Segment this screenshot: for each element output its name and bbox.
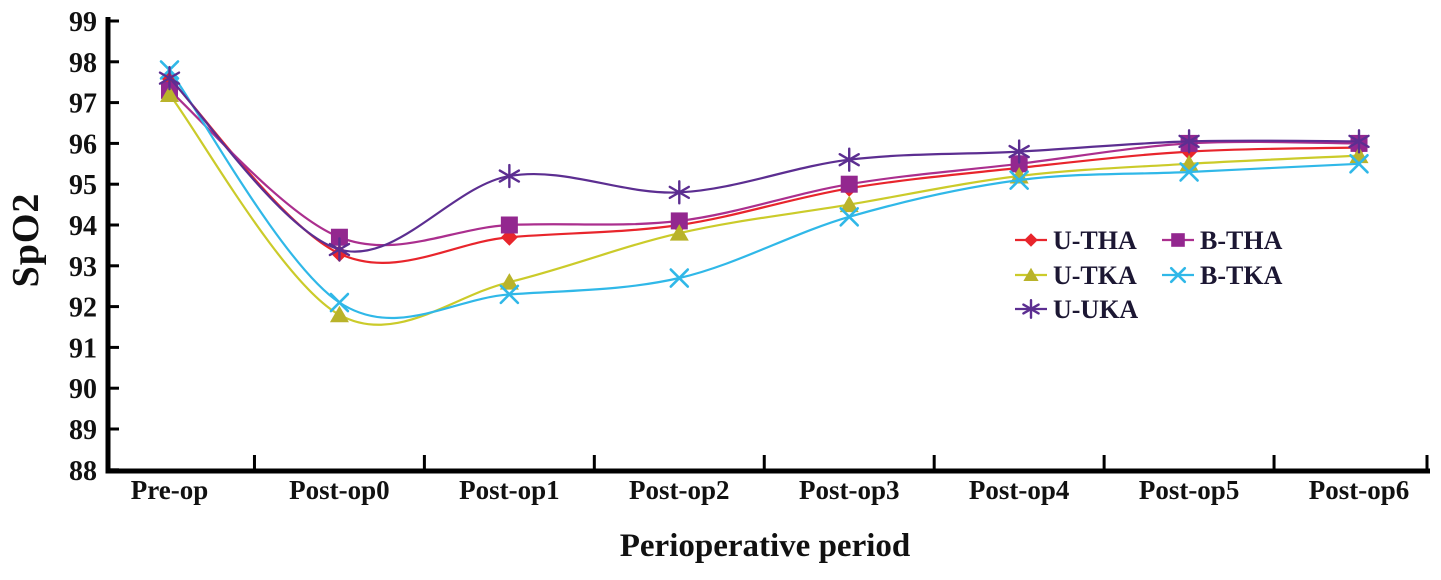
y-tick-label: 90	[69, 374, 97, 405]
y-tick-label: 97	[69, 89, 97, 120]
asterisk-spoke	[838, 153, 860, 167]
legend-label-U-THA: U-THA	[1053, 226, 1137, 255]
marker-U-UKA	[1008, 139, 1030, 164]
marker-B-TKA	[499, 284, 520, 305]
marker-U-UKA	[158, 65, 181, 91]
y-tick-label: 88	[69, 456, 97, 487]
marker-B-TKA	[669, 268, 690, 288]
legend-item-B-THA: B-THA	[1162, 226, 1283, 255]
asterisk-spoke	[498, 169, 521, 183]
asterisk-spoke	[1348, 134, 1370, 149]
marker-B-THA	[840, 175, 858, 193]
marker-U-TKA	[839, 195, 859, 213]
legend-marker-B-THA	[1171, 233, 1185, 247]
asterisk-spoke	[158, 71, 181, 85]
x-tick-label: Post-op6	[1309, 475, 1410, 505]
x-tick-label: Post-op5	[1139, 475, 1240, 505]
marker-U-UKA	[1348, 129, 1370, 154]
series-B-TKA	[159, 60, 1369, 320]
legend: U-THA B-THA U-TKA B-TKA U-UKA	[1015, 226, 1283, 324]
marker-U-TKA	[669, 224, 689, 241]
y-axis-title: SpO2	[5, 192, 47, 288]
marker-B-THA	[1010, 155, 1028, 173]
legend-label-U-UKA: U-UKA	[1053, 295, 1138, 324]
x-tick-label: Pre-op	[131, 475, 208, 505]
marker-B-THA	[670, 212, 688, 230]
x-tick-label: Post-op2	[629, 475, 730, 505]
y-tick-label: 93	[69, 252, 97, 283]
legend-marker-U-TKA	[1023, 267, 1039, 281]
y-axis-ticks: 99 98 97 96 95 94 93 92 91 90 89 88	[69, 7, 119, 487]
legend-label-B-THA: B-THA	[1200, 226, 1283, 255]
y-tick-label: 91	[69, 333, 97, 364]
marker-B-THA	[500, 216, 518, 234]
marker-U-UKA	[498, 163, 521, 189]
marker-U-UKA	[328, 237, 351, 262]
marker-B-THA	[330, 228, 348, 246]
series-line-B-THA	[168, 89, 1360, 247]
series-U-UKA	[158, 65, 1370, 262]
legend-item-U-THA: U-THA	[1015, 226, 1137, 255]
marker-B-TKA	[1009, 170, 1029, 190]
marker-U-TKA	[329, 305, 349, 323]
marker-U-UKA	[668, 180, 691, 205]
series-line-B-TKA	[168, 69, 1360, 320]
marker-B-TKA	[1179, 162, 1199, 182]
y-tick-label: 95	[69, 170, 97, 201]
x-axis-title: Perioperative period	[619, 528, 911, 564]
marker-U-UKA	[838, 147, 860, 172]
y-tick-label: 96	[69, 129, 97, 160]
legend-marker-U-THA	[1024, 233, 1038, 247]
legend-marker-U-UKA	[1022, 299, 1040, 319]
series-U-TKA	[160, 85, 1369, 326]
x-tick-label: Post-op0	[289, 475, 390, 505]
series-line-U-TKA	[168, 93, 1360, 326]
legend-marker-B-TKA	[1169, 266, 1187, 284]
marker-U-TKA	[499, 273, 519, 290]
legend-label-B-TKA: B-TKA	[1200, 261, 1283, 290]
legend-label-U-TKA: U-TKA	[1053, 261, 1137, 290]
y-tick-label: 98	[69, 48, 97, 79]
marker-B-TKA	[839, 207, 860, 227]
marker-B-TKA	[1349, 154, 1369, 174]
axes	[105, 17, 1430, 474]
y-tick-label: 92	[69, 293, 97, 324]
x-tick-label: Post-op1	[459, 475, 560, 505]
x-tick-label: Post-op3	[799, 475, 900, 505]
marker-U-TKA	[160, 85, 179, 102]
asterisk-spoke	[1008, 144, 1030, 159]
x-axis-ticks: Pre-op Post-op0 Post-op1 Post-op2 Post-op3 Po…	[131, 455, 1429, 505]
marker-B-TKA	[329, 292, 350, 313]
legend-item-U-TKA: U-TKA	[1015, 261, 1137, 290]
y-tick-label: 94	[69, 211, 97, 242]
y-tick-label: 99	[69, 7, 97, 38]
marker-U-UKA	[1178, 129, 1200, 154]
asterisk-spoke	[668, 185, 691, 200]
legend-item-B-TKA: B-TKA	[1162, 261, 1283, 290]
x-tick-label: Post-op4	[969, 475, 1070, 505]
asterisk-spoke	[1178, 134, 1200, 149]
asterisk-spoke	[328, 242, 351, 257]
y-tick-label: 89	[69, 415, 97, 446]
asterisk-spoke	[1022, 303, 1040, 315]
legend-item-U-UKA: U-UKA	[1015, 295, 1138, 324]
